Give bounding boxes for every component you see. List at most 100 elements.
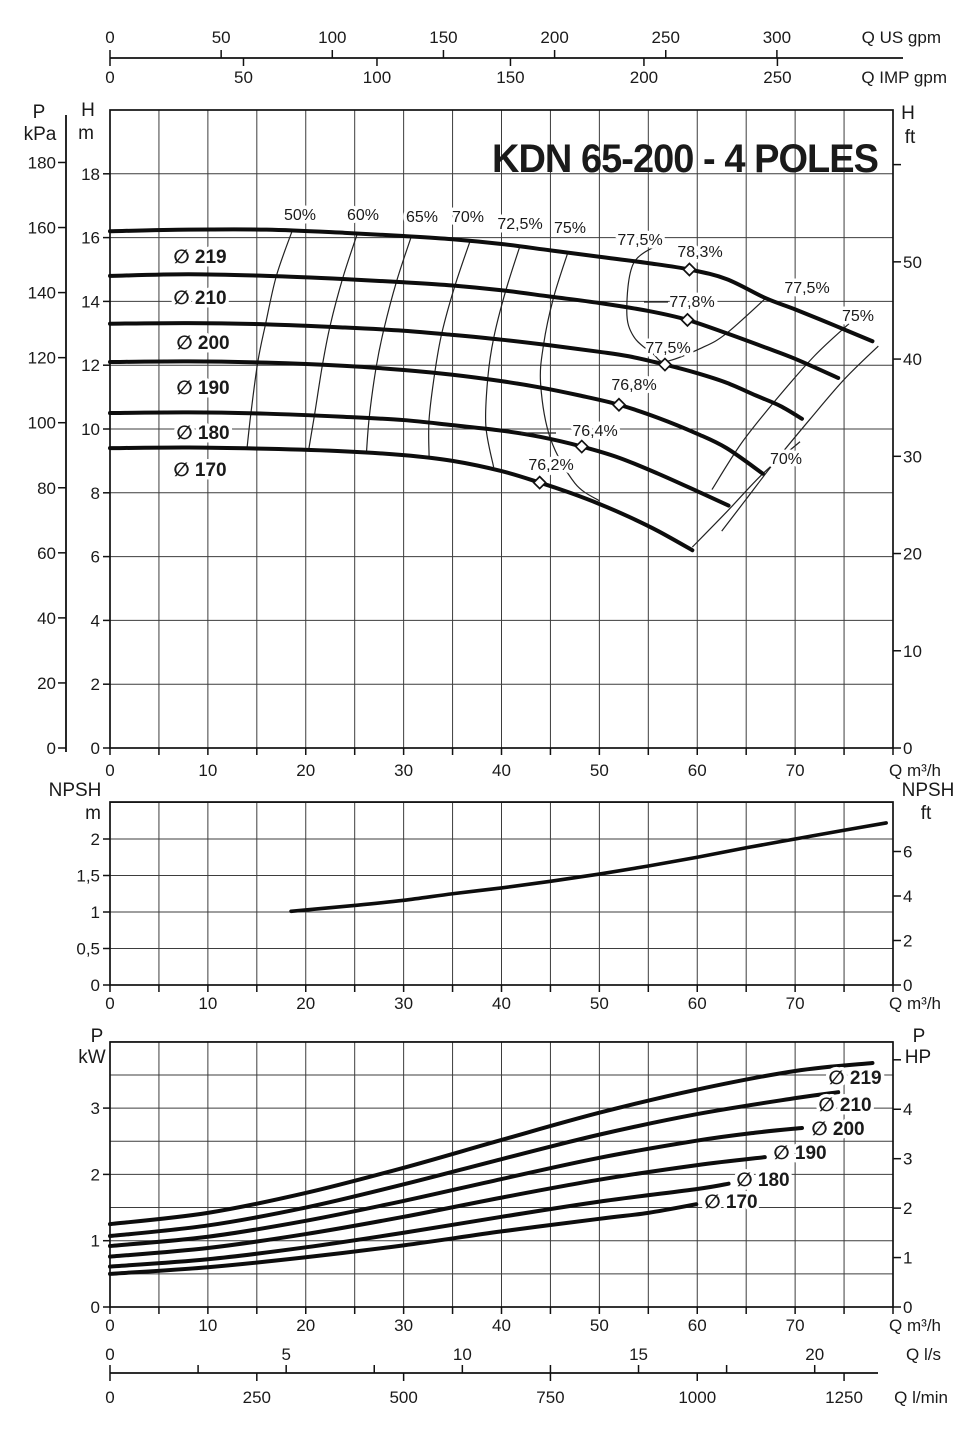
power-curve xyxy=(108,1155,767,1259)
main-right-h-header: H xyxy=(901,103,915,124)
efficiency-label: 77,5% xyxy=(784,280,829,297)
kpa-tick-label: 60 xyxy=(37,544,56,563)
efficiency-label: 77,5% xyxy=(617,232,662,249)
head-curve xyxy=(108,321,804,421)
h-ft-tick-label: 20 xyxy=(903,545,922,564)
npsh-m-tick-label: 0 xyxy=(91,976,100,995)
npsh-ft-tick-label: 6 xyxy=(903,842,912,861)
lmin-tick-label: 750 xyxy=(536,1388,564,1407)
npsh-x-unit-label: Q m³/h xyxy=(889,994,941,1013)
x-tick-label: 20 xyxy=(296,1316,315,1335)
h-m-tick-label: 14 xyxy=(81,292,100,311)
h-ft-tick-label: 40 xyxy=(903,350,922,369)
power-curve xyxy=(108,1125,804,1248)
imp-gpm-tick-label: 0 xyxy=(105,68,114,87)
npsh-ft-tick-label: 2 xyxy=(903,931,912,950)
x-tick-label: 10 xyxy=(198,1316,217,1335)
lmin-tick-label: 1250 xyxy=(825,1388,863,1407)
bep-label: 76,2% xyxy=(528,457,573,474)
efficiency-label: 60% xyxy=(347,207,379,224)
head-curve xyxy=(108,272,841,380)
bep-label: 78,3% xyxy=(677,244,722,261)
h-m-tick-label: 16 xyxy=(81,229,100,248)
bep-diamond xyxy=(682,262,697,277)
npsh-right-unit-header: ft xyxy=(921,803,932,824)
bep-diamond xyxy=(532,475,547,490)
efficiency-line xyxy=(711,323,850,490)
power-curve-label: ∅ 180 xyxy=(736,1170,789,1191)
npsh-m-tick-label: 2 xyxy=(91,830,100,849)
x-tick-label: 70 xyxy=(786,761,805,780)
lmin-unit-label: Q l/min xyxy=(894,1388,948,1407)
us-gpm-tick-label: 100 xyxy=(318,28,346,47)
power-right-hp-header: HP xyxy=(905,1047,931,1068)
x-tick-label: 40 xyxy=(492,761,511,780)
p-hp-tick-label: 4 xyxy=(903,1100,912,1119)
npsh-ft-tick-label: 4 xyxy=(903,887,912,906)
head-flow-chart: 0 10 20 30 40 50 60 700204060801001201401601800… xyxy=(28,109,922,780)
impeller-label: ∅ 190 xyxy=(176,378,229,399)
impeller-label: ∅ 219 xyxy=(173,247,226,268)
x-tick-label: 40 xyxy=(492,1316,511,1335)
h-m-tick-label: 10 xyxy=(81,420,100,439)
efficiency-line xyxy=(626,242,767,363)
x-tick-label: 50 xyxy=(590,994,609,1013)
chart-title: KDN 65-200 - 4 POLES xyxy=(492,137,878,181)
us-gpm-unit-label: Q US gpm xyxy=(862,28,941,47)
power-curve-label: ∅ 210 xyxy=(818,1095,871,1116)
power-curve xyxy=(108,1202,699,1276)
x-tick-label: 10 xyxy=(198,994,217,1013)
x-tick-label: 50 xyxy=(590,1316,609,1335)
x-tick-label: 30 xyxy=(394,994,413,1013)
x-tick-label: 30 xyxy=(394,761,413,780)
npsh-curve xyxy=(289,821,888,914)
efficiency-label: 70% xyxy=(452,209,484,226)
efficiency-label: 75% xyxy=(842,308,874,325)
kpa-tick-label: 120 xyxy=(28,349,56,368)
power-curve-label: ∅ 200 xyxy=(811,1119,864,1140)
npsh-m-tick-label: 1,5 xyxy=(76,867,100,886)
main-left-h-header: H xyxy=(81,100,95,121)
lmin-tick-label: 1000 xyxy=(678,1388,716,1407)
x-tick-label: 40 xyxy=(492,994,511,1013)
kpa-tick-label: 0 xyxy=(47,739,56,758)
h-ft-tick-label: 10 xyxy=(903,642,922,661)
kpa-tick-label: 40 xyxy=(37,609,56,628)
bep-diamond xyxy=(574,439,589,454)
efficiency-line xyxy=(691,441,801,548)
head-curve xyxy=(108,445,695,553)
bep-diamond xyxy=(611,397,627,412)
efficiency-label: 72,5% xyxy=(497,216,542,233)
x-tick-label: 70 xyxy=(786,994,805,1013)
power-curve xyxy=(108,1061,875,1227)
power-left-kw-header: kW xyxy=(78,1047,106,1068)
main-left-p-header: P xyxy=(33,102,46,123)
imp-gpm-tick-label: 250 xyxy=(763,68,791,87)
kpa-tick-label: 20 xyxy=(37,674,56,693)
x-tick-label: 60 xyxy=(688,994,707,1013)
kpa-tick-label: 100 xyxy=(28,414,56,433)
head-curve xyxy=(108,227,875,344)
npsh-left-header: NPSH xyxy=(49,780,102,801)
h-ft-tick-label: 30 xyxy=(903,447,922,466)
efficiency-line xyxy=(308,232,359,450)
h-m-tick-label: 4 xyxy=(91,611,100,630)
x-tick-label: 60 xyxy=(688,1316,707,1335)
us-gpm-tick-label: 250 xyxy=(652,28,680,47)
x-tick-label: 0 xyxy=(105,1316,114,1335)
us-gpm-tick-label: 300 xyxy=(763,28,791,47)
impeller-label: ∅ 200 xyxy=(176,333,229,354)
h-m-tick-label: 2 xyxy=(91,675,100,694)
kpa-tick-label: 80 xyxy=(37,479,56,498)
x-tick-label: 0 xyxy=(105,994,114,1013)
impeller-label: ∅ 170 xyxy=(173,460,226,481)
us-gpm-tick-label: 0 xyxy=(105,28,114,47)
lmin-tick-label: 250 xyxy=(243,1388,271,1407)
power-x-unit-label: Q m³/h xyxy=(889,1316,941,1335)
x-tick-label: 30 xyxy=(394,1316,413,1335)
x-tick-label: 50 xyxy=(590,761,609,780)
npsh-left-unit-header: m xyxy=(85,803,101,824)
